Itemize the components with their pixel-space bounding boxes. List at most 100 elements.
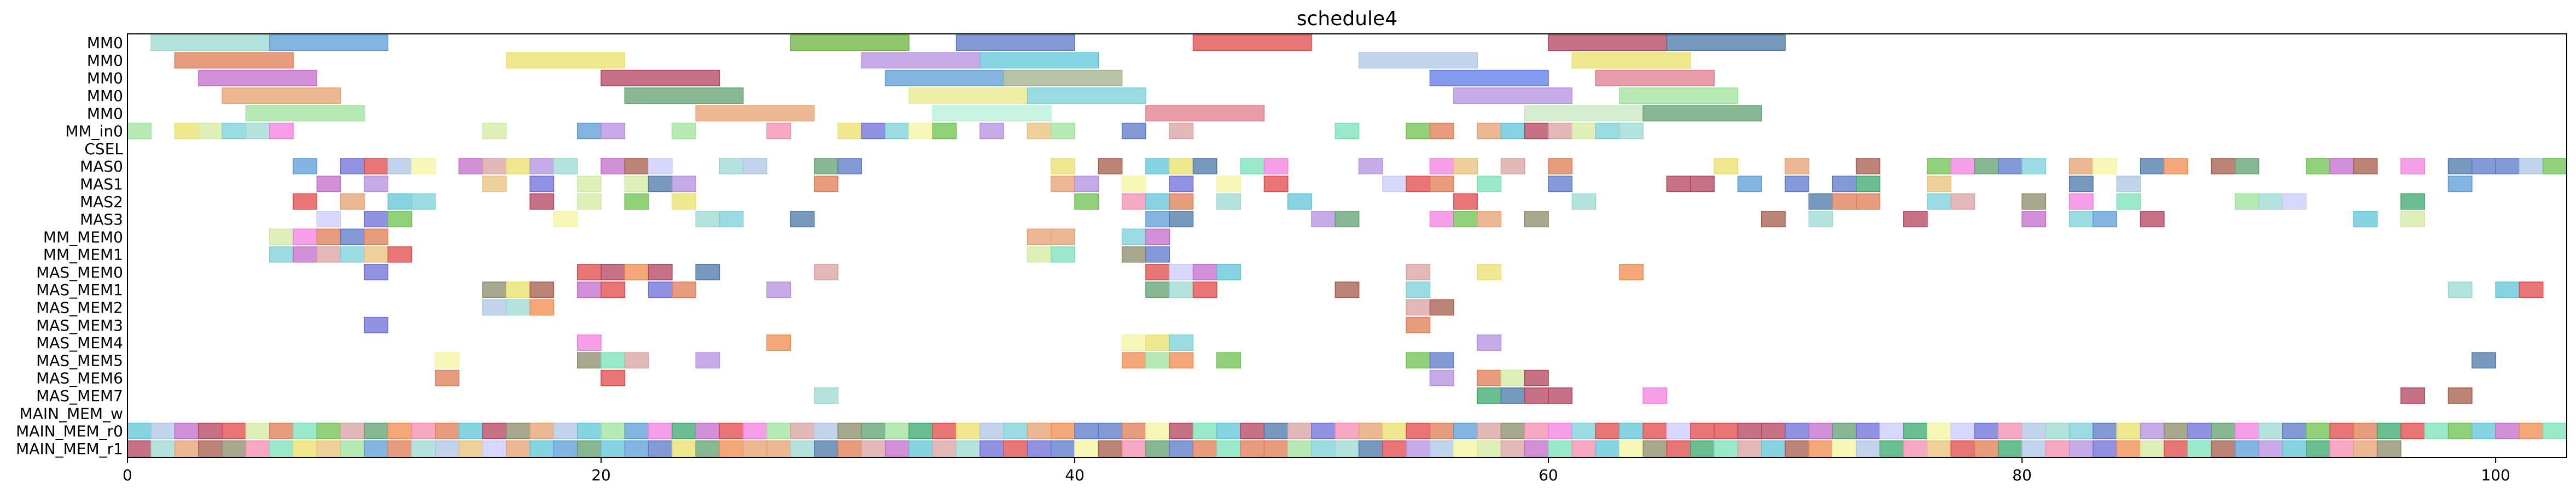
row-label: MAS_MEM7 bbox=[36, 387, 123, 405]
task-bar bbox=[340, 158, 365, 175]
task-bar bbox=[813, 175, 838, 192]
row-label: MAS_MEM4 bbox=[36, 334, 123, 352]
task-bar bbox=[245, 440, 270, 457]
task-bar bbox=[2400, 422, 2425, 439]
task-bar bbox=[1879, 422, 1904, 439]
task-bar bbox=[1240, 422, 1265, 439]
task-bar bbox=[1050, 158, 1075, 175]
task-bar bbox=[387, 211, 412, 227]
task-bar bbox=[1974, 422, 1999, 439]
task-bar bbox=[553, 422, 578, 439]
task-bar bbox=[1145, 246, 1170, 263]
task-bar bbox=[150, 34, 270, 51]
task-bar bbox=[1050, 228, 1075, 245]
task-bar bbox=[1642, 422, 1668, 439]
task-bar bbox=[1429, 175, 1454, 192]
task-bar bbox=[340, 246, 365, 263]
row-label: MAS3 bbox=[80, 210, 123, 228]
task-bar bbox=[1074, 175, 1099, 192]
task-bar bbox=[1548, 34, 1668, 51]
task-bar bbox=[695, 264, 720, 280]
task-bar bbox=[601, 440, 626, 457]
task-bar bbox=[1785, 422, 1810, 439]
task-bar bbox=[506, 158, 531, 175]
task-bar bbox=[2424, 422, 2449, 439]
task-bar bbox=[1334, 122, 1360, 139]
task-bar bbox=[1429, 299, 1454, 316]
task-bar bbox=[1524, 122, 1549, 139]
task-bar bbox=[1050, 246, 1075, 263]
task-bar bbox=[2068, 211, 2094, 227]
task-bar bbox=[482, 175, 507, 192]
task-bar bbox=[1453, 211, 1478, 227]
task-bar bbox=[2542, 158, 2567, 175]
task-bar bbox=[908, 440, 933, 457]
task-bar bbox=[1169, 264, 1194, 280]
task-bar bbox=[601, 264, 626, 280]
task-bar bbox=[1334, 281, 1360, 298]
task-bar bbox=[1382, 440, 1407, 457]
task-bar bbox=[1453, 87, 1573, 104]
task-bar bbox=[1737, 440, 1762, 457]
task-bar bbox=[198, 440, 223, 457]
task-bar bbox=[293, 158, 318, 175]
task-bar bbox=[837, 422, 862, 439]
task-bar bbox=[576, 334, 602, 351]
task-bar bbox=[1429, 211, 1454, 227]
task-bar bbox=[1571, 122, 1596, 139]
task-bar bbox=[672, 440, 696, 457]
task-bar bbox=[1216, 422, 1241, 439]
task-bar bbox=[293, 228, 318, 245]
task-bar bbox=[1808, 211, 1833, 227]
task-bar bbox=[529, 299, 555, 316]
task-bar bbox=[1690, 440, 1715, 457]
task-bar bbox=[1287, 440, 1312, 457]
task-bar bbox=[2472, 158, 2496, 175]
task-bar bbox=[2140, 440, 2165, 457]
task-bar bbox=[198, 122, 223, 139]
task-bar bbox=[1619, 122, 1644, 139]
task-bar bbox=[293, 422, 318, 439]
task-bar bbox=[150, 422, 176, 439]
task-bar bbox=[1098, 422, 1123, 439]
task-bar bbox=[2400, 158, 2425, 175]
task-bar bbox=[576, 175, 602, 192]
task-bar bbox=[1666, 34, 1786, 51]
task-bar bbox=[529, 193, 555, 210]
task-bar bbox=[1145, 334, 1170, 351]
task-bar bbox=[1974, 440, 1999, 457]
task-bar bbox=[1856, 440, 1881, 457]
task-bar bbox=[316, 246, 341, 263]
task-bar bbox=[1027, 87, 1146, 104]
task-bar bbox=[1406, 422, 1431, 439]
task-bar bbox=[553, 158, 578, 175]
task-bar bbox=[1429, 69, 1549, 86]
task-bar bbox=[1548, 440, 1573, 457]
task-bar bbox=[1642, 387, 1668, 404]
task-bar bbox=[222, 122, 247, 139]
task-bar bbox=[2211, 440, 2236, 457]
task-bar bbox=[1358, 422, 1383, 439]
task-bar bbox=[1808, 193, 1833, 210]
task-bar bbox=[2258, 193, 2283, 210]
task-bar bbox=[364, 228, 389, 245]
task-bar bbox=[1192, 158, 1217, 175]
task-bar bbox=[1429, 352, 1454, 369]
task-bar bbox=[364, 158, 389, 175]
task-bar bbox=[695, 422, 720, 439]
task-bar bbox=[576, 281, 602, 298]
task-bar bbox=[1453, 440, 1478, 457]
row-label: MAS_MEM1 bbox=[36, 281, 123, 299]
task-bar bbox=[861, 422, 886, 439]
task-bar bbox=[1998, 158, 2023, 175]
task-bar bbox=[2353, 158, 2378, 175]
task-bar bbox=[482, 440, 507, 457]
task-bar bbox=[648, 175, 673, 192]
task-bar bbox=[222, 440, 247, 457]
task-bar bbox=[980, 122, 1004, 139]
task-bar bbox=[1690, 175, 1715, 192]
task-bar bbox=[719, 440, 744, 457]
task-bar bbox=[364, 422, 389, 439]
task-bar bbox=[435, 422, 459, 439]
task-bar bbox=[364, 246, 389, 263]
